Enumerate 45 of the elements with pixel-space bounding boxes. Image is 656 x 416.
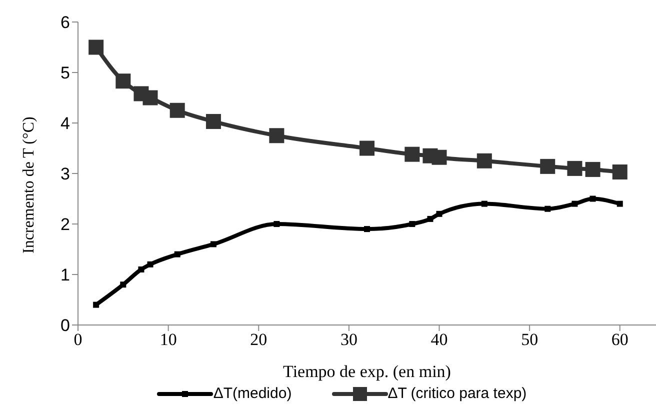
point (612, 164, 628, 180)
x-tick-label: 10 (160, 330, 177, 350)
point (476, 153, 492, 168)
y-tick-label: 3 (60, 164, 70, 184)
point (409, 221, 416, 227)
x-tick-label: 40 (430, 330, 448, 350)
point (590, 196, 596, 202)
point (88, 40, 104, 55)
point (360, 140, 374, 156)
point (206, 114, 221, 129)
x-tick-label: 50 (521, 330, 538, 350)
point (436, 210, 442, 217)
point (174, 251, 180, 258)
point (170, 102, 185, 118)
point (427, 216, 434, 222)
x-tick-label: 0 (74, 330, 82, 350)
point (585, 162, 600, 177)
point (142, 90, 158, 106)
legend-label: ΔT(medido) (213, 385, 292, 402)
point (540, 158, 556, 174)
point (544, 206, 551, 212)
point (120, 282, 126, 288)
x-tick-label: 20 (250, 330, 268, 350)
y-tick-label: 4 (60, 114, 70, 134)
y-tick-label: 0 (60, 316, 70, 336)
point (269, 128, 284, 144)
point (432, 150, 447, 165)
point (116, 74, 131, 89)
point (404, 146, 420, 162)
point (210, 241, 216, 248)
x-tick-label: 30 (340, 330, 358, 350)
y-tick-label: 5 (60, 64, 70, 83)
legend-label: ΔT (critico para texp) (388, 385, 527, 402)
point (616, 200, 623, 207)
y-tick-label: 6 (60, 13, 70, 32)
x-tick-label: 60 (611, 330, 628, 350)
y-axis-title: Incremento de T (°C) (20, 116, 38, 254)
x-axis-title: Tiempo de exp. (en min) (283, 362, 451, 381)
point (93, 302, 100, 308)
point (572, 200, 578, 207)
point (567, 160, 582, 176)
y-tick-label: 1 (60, 266, 70, 285)
point (138, 266, 144, 272)
y-tick-label: 2 (60, 215, 70, 234)
point (147, 261, 154, 268)
